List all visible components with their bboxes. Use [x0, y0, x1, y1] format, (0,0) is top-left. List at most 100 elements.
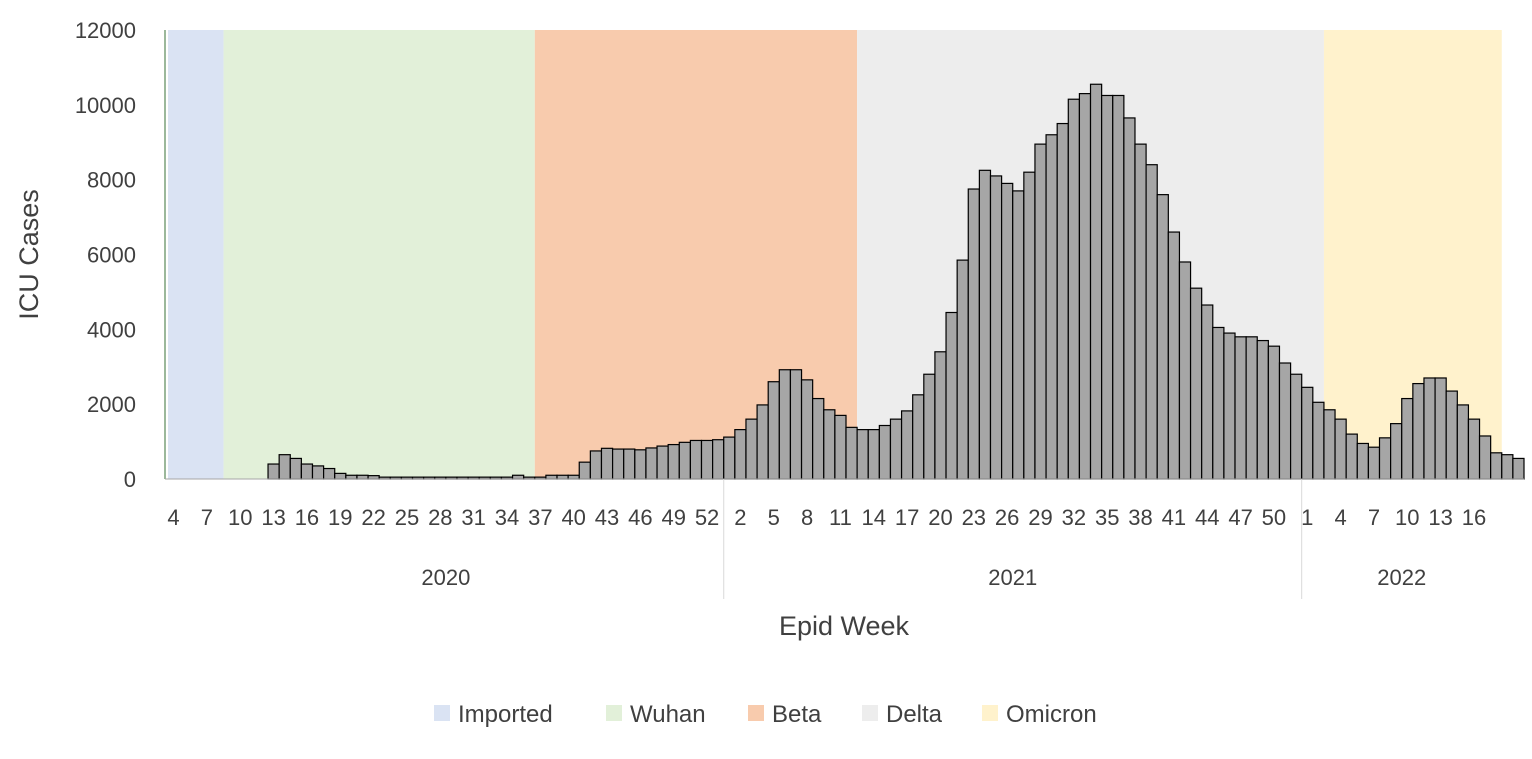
bar — [634, 449, 647, 480]
bar — [1256, 339, 1269, 480]
x-axis: 4 7 10 13 16 19 22 25 28 31 34 37 40 43 46 49 52 2 5 8 11 14 1… — [165, 478, 1524, 599]
bar — [834, 414, 847, 480]
x-tick-label: 5 — [768, 505, 780, 530]
x-tick-label: 10 — [1395, 505, 1419, 530]
bar — [934, 351, 947, 480]
bar — [945, 311, 958, 480]
bar — [700, 439, 714, 480]
year-label: 2020 — [421, 565, 470, 590]
x-tick-label: 37 — [528, 505, 552, 530]
year-label: 2021 — [988, 565, 1037, 590]
legend-item-beta: Beta — [748, 701, 822, 728]
x-tick-label: 35 — [1095, 505, 1119, 530]
bar — [812, 397, 825, 480]
legend-swatch — [862, 705, 878, 721]
bar — [734, 429, 747, 480]
legend-label: Beta — [772, 701, 822, 728]
x-tick-label: 19 — [328, 505, 352, 530]
x-tick-label: 7 — [201, 505, 213, 530]
bar — [656, 445, 669, 480]
bar — [578, 461, 591, 480]
bar — [1034, 143, 1047, 480]
legend-item-omicron: Omicron — [982, 701, 1097, 728]
legend-label: Wuhan — [630, 701, 706, 728]
bar — [1156, 194, 1169, 480]
bar — [1245, 336, 1258, 480]
bar — [889, 418, 903, 480]
x-tick-label: 7 — [1368, 505, 1380, 530]
bar — [600, 447, 614, 480]
x-axis-title: Epid Week — [779, 611, 910, 641]
x-tick-label: 47 — [1228, 505, 1252, 530]
x-tick-label: 20 — [928, 505, 952, 530]
bar — [678, 441, 691, 480]
bar — [1401, 397, 1414, 480]
bar — [556, 474, 569, 480]
bar — [1323, 409, 1336, 480]
legend-label: Imported — [458, 701, 553, 728]
bar — [300, 463, 314, 480]
bar — [967, 188, 980, 480]
bar — [1201, 304, 1214, 480]
bar — [1045, 134, 1058, 480]
y-tick-label: 4000 — [87, 317, 136, 342]
bar — [756, 404, 769, 480]
bar — [1212, 326, 1225, 480]
x-tick-label: 10 — [228, 505, 252, 530]
x-tick-label: 23 — [962, 505, 986, 530]
bar — [1334, 418, 1347, 480]
x-tick-label: 28 — [428, 505, 452, 530]
bar — [1445, 390, 1458, 480]
bar — [1067, 98, 1081, 480]
x-tick-label: 29 — [1028, 505, 1052, 530]
bar — [1289, 373, 1303, 480]
bar — [1512, 457, 1525, 480]
band-imported — [168, 30, 224, 479]
legend-swatch — [606, 705, 622, 721]
bar — [912, 394, 925, 480]
bar — [823, 409, 836, 480]
bar — [778, 369, 792, 480]
bar — [745, 418, 758, 480]
legend-item-wuhan: Wuhan — [606, 701, 706, 728]
x-tick-label: 38 — [1128, 505, 1152, 530]
y-tick-label: 10000 — [75, 93, 136, 118]
bar — [1234, 336, 1247, 480]
x-tick-label: 26 — [995, 505, 1019, 530]
bar — [289, 457, 302, 480]
bar — [956, 259, 969, 480]
bar — [723, 436, 736, 480]
bar — [589, 450, 603, 480]
band-wuhan — [223, 30, 535, 479]
bar — [611, 448, 625, 480]
bar — [1023, 171, 1036, 480]
x-tick-label: 50 — [1262, 505, 1286, 530]
x-tick-label: 32 — [1062, 505, 1086, 530]
bar — [689, 439, 703, 480]
bar — [567, 474, 580, 480]
y-tick-label: 6000 — [87, 243, 136, 268]
bar — [1267, 345, 1281, 480]
bar — [545, 474, 558, 480]
bar — [767, 381, 780, 480]
x-tick-label: 25 — [395, 505, 419, 530]
bar — [867, 429, 880, 480]
bar — [800, 379, 814, 480]
y-axis-title: ICU Cases — [14, 189, 44, 320]
bar — [1001, 182, 1014, 480]
y-tick-label: 8000 — [87, 168, 136, 193]
bar — [1456, 404, 1470, 480]
bar — [1189, 287, 1203, 480]
bar — [1178, 261, 1192, 480]
legend-swatch — [748, 705, 764, 721]
y-tick-label: 2000 — [87, 392, 136, 417]
x-tick-label: 40 — [561, 505, 585, 530]
bar — [511, 474, 525, 480]
x-tick-label: 49 — [661, 505, 685, 530]
bar — [1012, 190, 1025, 480]
bar — [989, 175, 1003, 480]
bar — [1278, 362, 1292, 480]
x-tick-label: 16 — [1462, 505, 1486, 530]
bar — [1367, 446, 1381, 480]
